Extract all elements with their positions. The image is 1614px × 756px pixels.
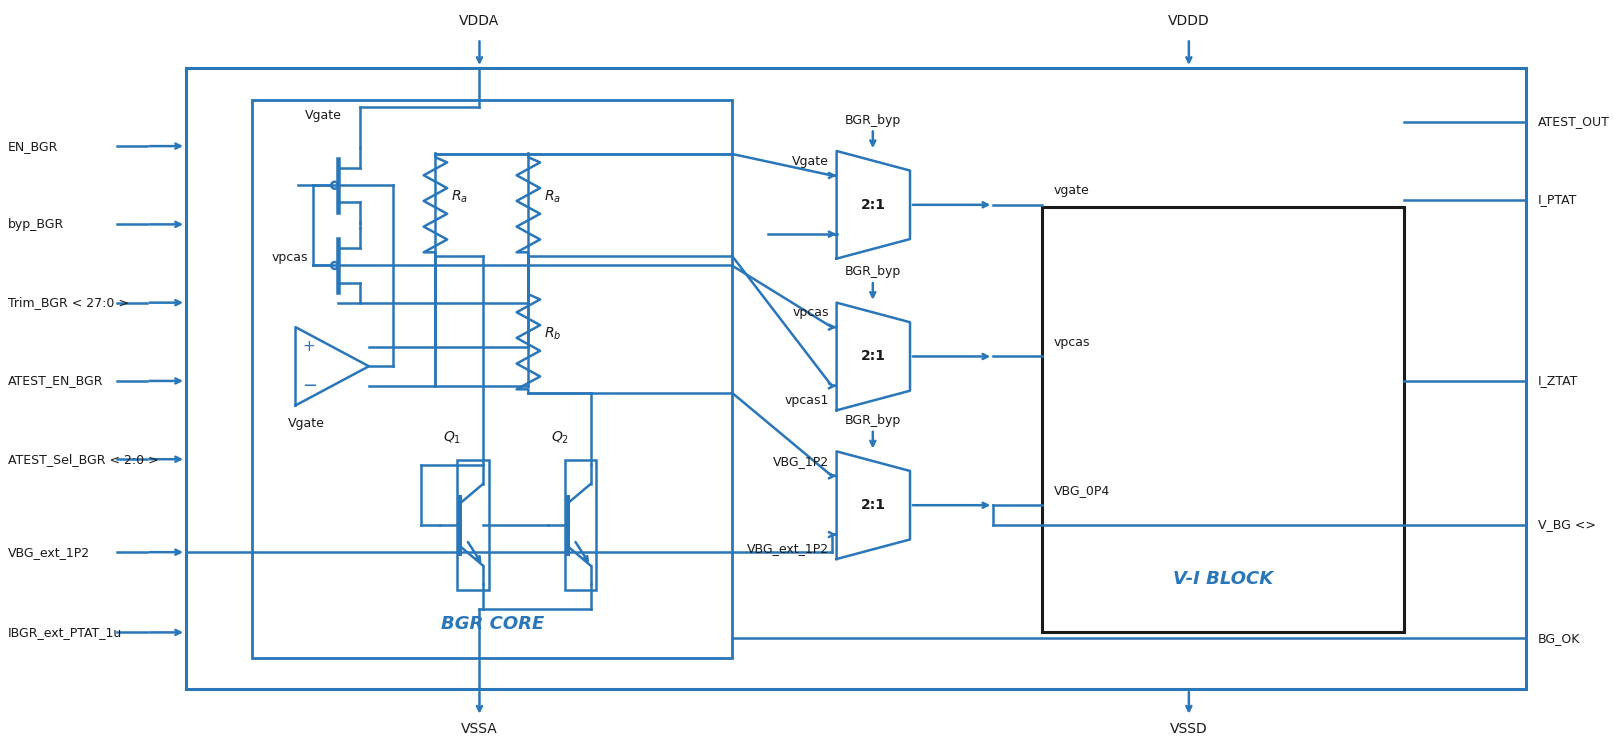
Text: Vgate: Vgate	[287, 417, 324, 430]
Text: $Q_1$: $Q_1$	[442, 430, 462, 447]
Text: +: +	[303, 339, 315, 355]
Text: ATEST_Sel_BGR < 2:0 >: ATEST_Sel_BGR < 2:0 >	[8, 453, 158, 466]
Text: BG_OK: BG_OK	[1537, 632, 1580, 645]
Text: Trim_BGR < 27:0 >: Trim_BGR < 27:0 >	[8, 296, 129, 309]
Text: vpcas1: vpcas1	[784, 394, 828, 407]
Text: VBG_0P4: VBG_0P4	[1054, 485, 1109, 497]
Text: BGR_byp: BGR_byp	[844, 414, 901, 427]
Text: vgate: vgate	[1054, 184, 1089, 197]
Text: 2:1: 2:1	[860, 498, 884, 513]
Text: VBG_ext_1P2: VBG_ext_1P2	[8, 546, 90, 559]
Text: VSSD: VSSD	[1169, 722, 1207, 736]
Text: IBGR_ext_PTAT_1u: IBGR_ext_PTAT_1u	[8, 626, 123, 639]
Text: byp_BGR: byp_BGR	[8, 218, 65, 231]
Text: VBG_1P2: VBG_1P2	[771, 455, 828, 468]
Text: $R_a$: $R_a$	[450, 189, 468, 205]
Text: EN_BGR: EN_BGR	[8, 140, 58, 153]
Bar	[457, 460, 489, 590]
Text: Vgate: Vgate	[791, 155, 828, 168]
Text: BGR_byp: BGR_byp	[844, 113, 901, 126]
Text: $R_a$: $R_a$	[544, 189, 560, 205]
Bar	[565, 460, 596, 590]
Text: vpcas: vpcas	[1054, 336, 1089, 349]
Text: V_BG <>: V_BG <>	[1537, 519, 1595, 531]
Bar	[186, 68, 1525, 689]
Text: VSSA: VSSA	[462, 722, 497, 736]
Text: VDDA: VDDA	[458, 14, 499, 28]
Text: I_PTAT: I_PTAT	[1537, 194, 1577, 206]
Text: BGR CORE: BGR CORE	[441, 615, 544, 633]
Text: VBG_ext_1P2: VBG_ext_1P2	[746, 542, 828, 556]
Text: 2:1: 2:1	[860, 349, 884, 364]
Text: 2:1: 2:1	[860, 198, 884, 212]
Bar	[252, 100, 731, 658]
Text: ATEST_OUT: ATEST_OUT	[1537, 115, 1609, 128]
Text: I_ZTAT: I_ZTAT	[1537, 374, 1577, 387]
Text: −: −	[302, 376, 316, 395]
Bar	[1041, 206, 1403, 633]
Text: BGR_byp: BGR_byp	[844, 265, 901, 278]
Text: vpcas: vpcas	[792, 306, 828, 319]
Text: Vgate: Vgate	[305, 109, 341, 122]
Text: vpcas: vpcas	[271, 251, 308, 264]
Text: $Q_2$: $Q_2$	[550, 430, 568, 447]
Text: ATEST_EN_BGR: ATEST_EN_BGR	[8, 374, 103, 387]
Text: $R_b$: $R_b$	[544, 326, 562, 342]
Text: V-I BLOCK: V-I BLOCK	[1172, 569, 1272, 587]
Text: VDDD: VDDD	[1167, 14, 1209, 28]
